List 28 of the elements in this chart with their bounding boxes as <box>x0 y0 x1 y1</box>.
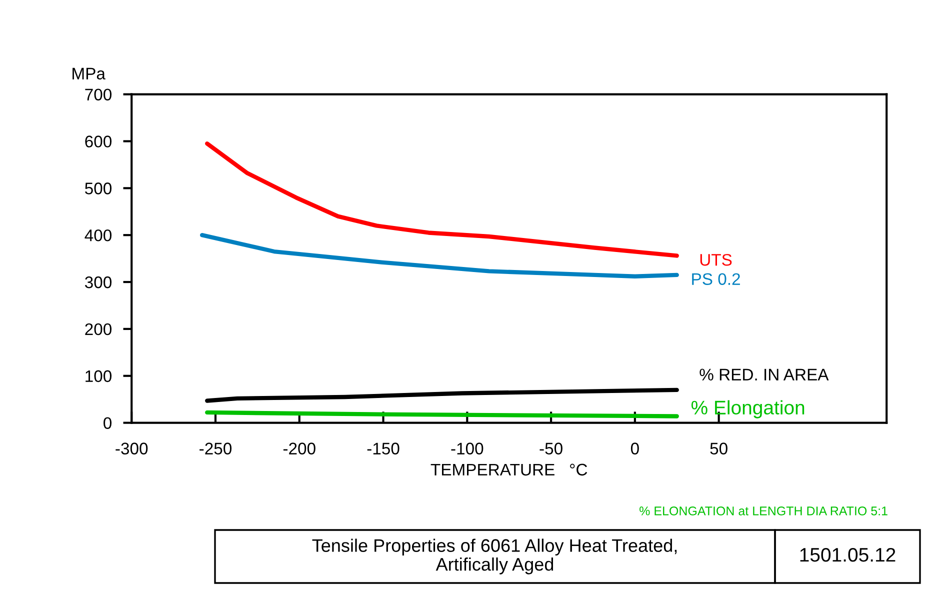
series-label: % Elongation <box>691 400 804 418</box>
y-tick-label: 100 <box>86 370 112 382</box>
y-tick-label: 200 <box>85 323 112 336</box>
x-tick-label: -250 <box>200 442 232 454</box>
line-series <box>205 388 679 403</box>
x-tick-label: -100 <box>451 442 484 454</box>
y-tick-label: 400 <box>84 229 112 242</box>
y-tick-label: 600 <box>85 136 112 148</box>
y-tick-label: 300 <box>84 276 112 288</box>
y-tick-label: 500 <box>85 182 112 194</box>
text: Tensile Properties of 6061 Alloy Heat Treated, Artifically Aged <box>312 538 677 574</box>
x-tick-label: 0 <box>630 442 639 454</box>
series-label: % RED. IN AREA <box>700 368 829 380</box>
text: % ELONGATION at LENGTH DIA RATIO 5:1 <box>640 506 888 516</box>
x-tick-label: -300 <box>116 442 148 454</box>
x-tick-label: -150 <box>367 442 400 454</box>
x-tick-label: 50 <box>710 442 728 454</box>
series-label: PS 0.2 <box>692 273 740 286</box>
x-tick-label: -50 <box>540 442 562 454</box>
line-series <box>205 141 679 258</box>
y-tick-label: 0 <box>104 417 112 430</box>
y-axis-title: MPa <box>72 68 106 80</box>
x-axis-title: TEMPERATURE °C <box>430 464 588 476</box>
series-label: UTS <box>700 254 732 266</box>
text: 1501.05.12 <box>800 548 896 562</box>
y-tick-label: 700 <box>85 88 112 101</box>
line-series <box>200 233 679 278</box>
x-tick-label: -200 <box>283 442 316 454</box>
